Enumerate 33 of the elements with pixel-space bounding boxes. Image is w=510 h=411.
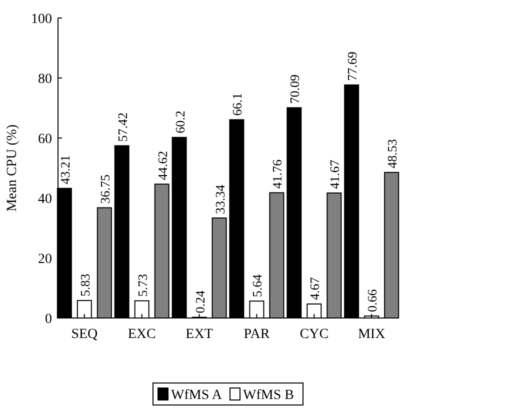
data-label: 36.75 xyxy=(97,174,112,204)
x-tick-label: EXT xyxy=(186,327,214,342)
data-label: 0.66 xyxy=(364,288,380,312)
y-tick-label: 40 xyxy=(38,192,52,207)
data-label: 5.64 xyxy=(250,274,265,298)
x-tick-label: EXC xyxy=(128,327,156,342)
y-tick-label: 100 xyxy=(31,12,52,27)
y-tick-label: 20 xyxy=(38,252,52,267)
y-tick-label: 0 xyxy=(45,312,52,327)
y-axis-title: Mean CPU (%) xyxy=(5,124,20,212)
y-tick-label: 60 xyxy=(38,132,52,147)
data-label: 0.24 xyxy=(192,290,208,314)
data-label: 43.21 xyxy=(57,155,72,184)
data-label: 48.53 xyxy=(384,139,400,168)
data-label: 5.83 xyxy=(77,274,92,297)
data-label: 60.2 xyxy=(172,110,188,134)
data-label: 57.42 xyxy=(114,112,130,142)
legend-label: WfMS B xyxy=(243,388,294,403)
data-label: 70.09 xyxy=(287,74,302,104)
data-label: 66.1 xyxy=(230,92,245,116)
data-label: 5.73 xyxy=(134,274,150,297)
data-label: 44.62 xyxy=(154,150,170,180)
data-label: 41.76 xyxy=(270,158,285,189)
x-tick-label: MIX xyxy=(358,327,386,342)
x-tick-label: CYC xyxy=(300,327,329,342)
data-label: 41.67 xyxy=(327,159,342,189)
y-tick-label: 80 xyxy=(38,72,52,87)
x-tick-label: SEQ xyxy=(71,327,98,342)
data-label: 77.69 xyxy=(344,52,360,81)
legend-label: WfMS A xyxy=(171,388,223,403)
data-label: 33.34 xyxy=(212,184,228,214)
data-label: 4.67 xyxy=(307,276,322,300)
x-tick-label: PAR xyxy=(244,327,270,342)
